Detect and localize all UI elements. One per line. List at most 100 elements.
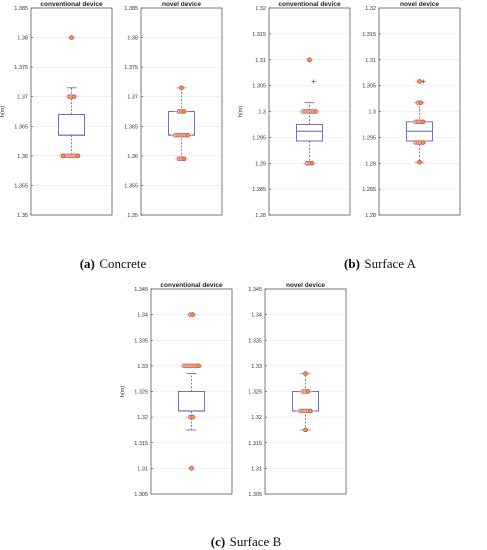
data-point bbox=[420, 140, 426, 145]
data-point bbox=[60, 153, 66, 159]
y-tick-label: 1.285 bbox=[252, 187, 266, 193]
chart-title: conventional device bbox=[160, 282, 223, 289]
data-point bbox=[418, 100, 423, 105]
y-tick-label: 1.37 bbox=[17, 95, 28, 101]
data-point bbox=[179, 85, 184, 91]
chart-title: novel device bbox=[162, 1, 201, 8]
y-tick-label: 1.3 bbox=[368, 110, 376, 116]
y-tick-label: 1.365 bbox=[14, 124, 28, 130]
data-point bbox=[305, 389, 311, 394]
data-point bbox=[69, 35, 74, 40]
y-tick-label: 1.335 bbox=[134, 338, 148, 344]
y-tick-label: 1.355 bbox=[14, 183, 28, 189]
y-tick-label: 1.28 bbox=[255, 213, 266, 219]
y-tick-label: 1.305 bbox=[248, 492, 262, 498]
y-tick-label: 1.315 bbox=[134, 441, 148, 447]
y-tick-label: 1.29 bbox=[255, 161, 266, 167]
y-tick-label: 1.345 bbox=[248, 287, 262, 293]
y-tick-label: 1.33 bbox=[137, 364, 148, 370]
y-tick-label: 1.36 bbox=[17, 154, 28, 160]
chart-title: novel device bbox=[286, 282, 325, 289]
y-tick-label: 1.295 bbox=[252, 135, 266, 141]
y-tick-label: 1.365 bbox=[124, 124, 138, 130]
caption-c: (c) Surface B bbox=[211, 533, 282, 550]
box-iqr bbox=[178, 391, 205, 412]
y-axis-label: h(m) bbox=[120, 386, 126, 397]
y-tick-label: 1.315 bbox=[248, 441, 262, 447]
data-point bbox=[75, 153, 81, 159]
data-point bbox=[190, 414, 195, 420]
data-point bbox=[417, 79, 422, 84]
y-tick-label: 1.28 bbox=[365, 213, 376, 219]
y-tick-label: 1.305 bbox=[252, 84, 266, 90]
box-iqr bbox=[168, 111, 195, 136]
y-tick-label: 1.295 bbox=[362, 135, 376, 141]
chart-panels: 1.35 1.355 1.36 1.365 1.37 1.375 1.38 1.385 conv… bbox=[0, 1, 461, 498]
y-tick-label: 1.32 bbox=[365, 6, 376, 12]
y-tick-label: 1.31 bbox=[365, 58, 376, 64]
chart-panel-4: 1.28 1.285 1.29 1.295 1.3 1.305 1.31 1.315 1.32 n… bbox=[362, 1, 461, 219]
data-point bbox=[190, 312, 195, 317]
chart-panel-2: 1.35 1.355 1.36 1.365 1.37 1.375 1.38 1.385 nove… bbox=[124, 1, 223, 219]
y-tick-label: 1.35 bbox=[17, 213, 28, 219]
axes-frame bbox=[30, 7, 113, 216]
y-tick-label: 1.345 bbox=[134, 287, 148, 293]
caption-b: (b) Surface A bbox=[344, 255, 417, 272]
chart-panel-3: 1.28 1.285 1.29 1.295 1.3 1.305 1.31 1.315 1.32 c… bbox=[238, 1, 351, 219]
box-iqr bbox=[58, 114, 85, 136]
box-iqr bbox=[296, 124, 323, 142]
y-tick-label: 1.385 bbox=[124, 6, 138, 12]
data-point bbox=[189, 466, 194, 471]
y-tick-label: 1.34 bbox=[251, 313, 262, 319]
y-tick-label: 1.3 bbox=[258, 110, 266, 116]
chart-title: conventional device bbox=[278, 1, 341, 8]
y-tick-label: 1.285 bbox=[362, 187, 376, 193]
y-tick-label: 1.34 bbox=[137, 313, 148, 319]
y-tick-label: 1.335 bbox=[248, 338, 262, 344]
axes-frame bbox=[140, 7, 223, 216]
y-tick-label: 1.31 bbox=[137, 466, 148, 472]
caption-a: (a) Concrete bbox=[80, 255, 147, 272]
y-tick-label: 1.325 bbox=[134, 390, 148, 396]
y-tick-label: 1.29 bbox=[365, 161, 376, 167]
data-point bbox=[196, 363, 201, 369]
data-point bbox=[71, 94, 77, 99]
y-tick-label: 1.36 bbox=[127, 154, 138, 160]
data-point bbox=[303, 371, 308, 376]
chart-panel-5: 1.305 1.31 1.315 1.32 1.325 1.33 1.335 1.34 1.34… bbox=[120, 282, 233, 498]
y-tick-label: 1.33 bbox=[251, 364, 262, 370]
y-tick-label: 1.375 bbox=[124, 65, 138, 71]
y-tick-label: 1.38 bbox=[127, 36, 138, 42]
data-point bbox=[420, 119, 426, 125]
data-point bbox=[309, 161, 315, 166]
chart-panel-6: 1.305 1.31 1.315 1.32 1.325 1.33 1.335 1.34 1.34… bbox=[248, 282, 347, 498]
data-point bbox=[181, 109, 187, 114]
chart-panel-1: 1.35 1.355 1.36 1.365 1.37 1.375 1.38 1.385 conv… bbox=[0, 1, 113, 219]
data-point bbox=[185, 132, 190, 138]
y-tick-label: 1.385 bbox=[14, 6, 28, 12]
y-tick-label: 1.355 bbox=[124, 183, 138, 189]
data-point bbox=[303, 427, 308, 433]
y-tick-label: 1.31 bbox=[255, 58, 266, 64]
y-tick-label: 1.31 bbox=[251, 466, 262, 472]
data-point bbox=[308, 408, 313, 414]
y-tick-label: 1.305 bbox=[134, 492, 148, 498]
y-tick-label: 1.325 bbox=[248, 390, 262, 396]
data-point bbox=[417, 160, 422, 165]
y-axis-label: h(m) bbox=[0, 106, 6, 117]
y-tick-label: 1.375 bbox=[14, 65, 28, 71]
box-iqr bbox=[292, 391, 319, 412]
data-point bbox=[307, 57, 312, 62]
y-tick-label: 1.37 bbox=[127, 95, 138, 101]
y-tick-label: 1.32 bbox=[255, 6, 266, 12]
chart-title: novel device bbox=[400, 1, 439, 8]
chart-title: conventional device bbox=[40, 1, 103, 8]
y-tick-label: 1.35 bbox=[127, 213, 138, 219]
y-axis-label: h(m) bbox=[238, 106, 244, 117]
y-tick-label: 1.315 bbox=[362, 32, 376, 38]
y-tick-label: 1.315 bbox=[252, 32, 266, 38]
y-tick-label: 1.305 bbox=[362, 84, 376, 90]
data-point bbox=[313, 109, 318, 114]
data-point bbox=[181, 156, 187, 162]
